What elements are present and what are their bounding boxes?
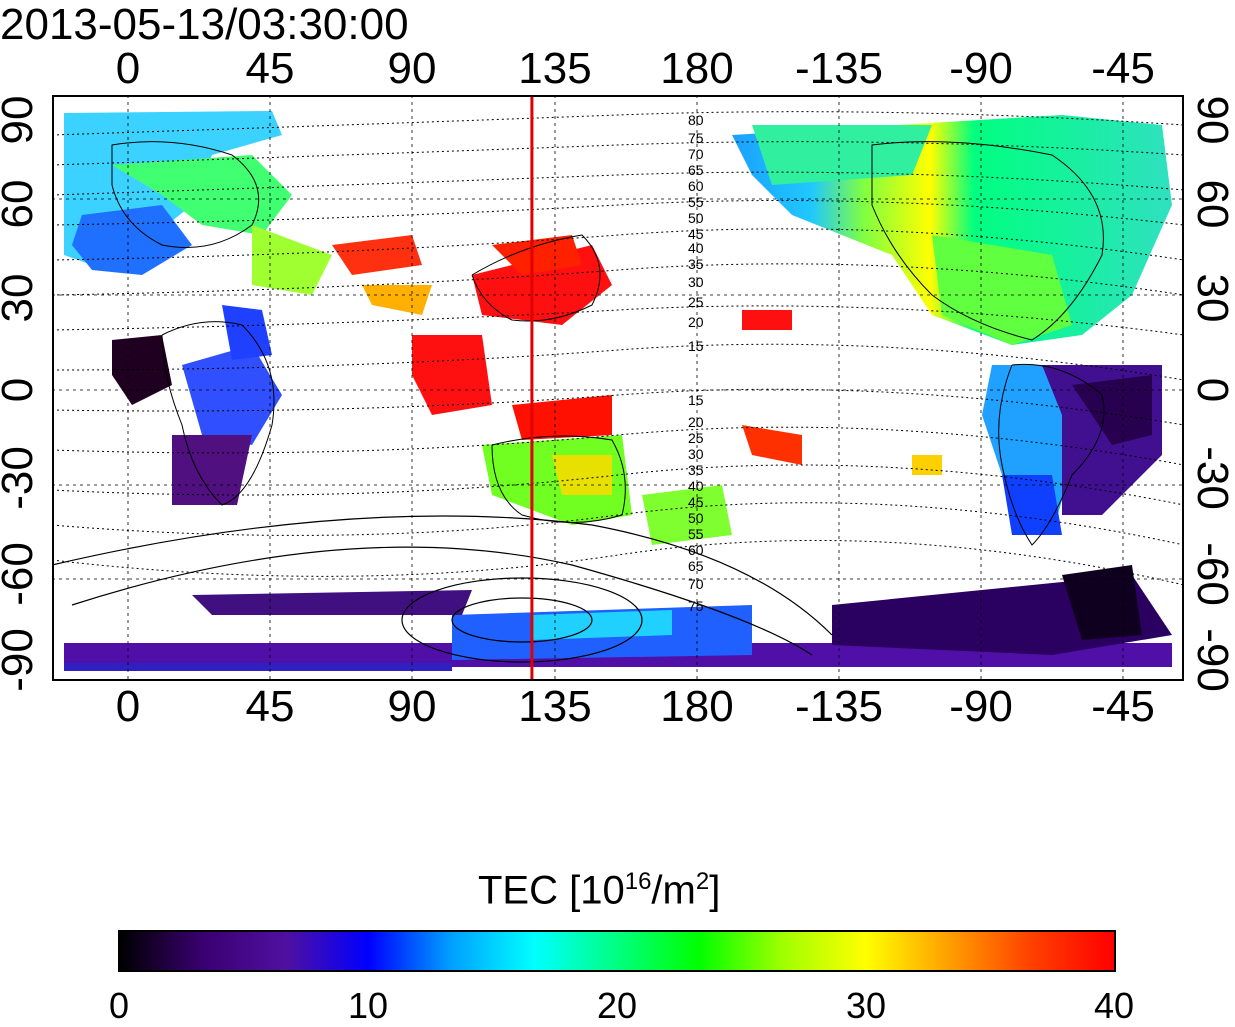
- lat-tick-label: 0: [1188, 377, 1235, 403]
- lon-tick-label: 0: [115, 682, 141, 731]
- lon-tick-label: 180: [660, 682, 734, 731]
- contour-label: 65: [688, 558, 704, 574]
- lat-tick-label: 30: [0, 273, 42, 323]
- contour-label: 70: [688, 146, 704, 162]
- tec-map: [52, 95, 1184, 681]
- lon-tick-label: 135: [518, 44, 592, 93]
- contour-label: 75: [688, 130, 704, 146]
- lat-tick-label: 90: [0, 95, 42, 145]
- contour-label: 75: [688, 598, 704, 614]
- contour-label: 55: [688, 194, 704, 210]
- colorbar-tick-label: 40: [1093, 985, 1135, 1026]
- lon-tick-label: 0: [115, 44, 141, 93]
- lon-tick-label: 180: [660, 44, 734, 93]
- lat-tick-label: -30: [1188, 446, 1235, 510]
- contour-label: 50: [688, 510, 704, 526]
- contour-label: 25: [688, 294, 704, 310]
- lat-tick-label: -60: [0, 542, 42, 606]
- lon-tick-label: 45: [245, 682, 295, 731]
- lon-tick-label: 90: [387, 44, 437, 93]
- magnetic-contours: [52, 111, 1184, 586]
- contour-label: 60: [688, 178, 704, 194]
- contour-label: 15: [688, 338, 704, 354]
- contour-label: 65: [688, 162, 704, 178]
- contour-label: 20: [688, 414, 704, 430]
- colorbar-tick-label: 0: [108, 985, 130, 1026]
- lon-tick-label: -45: [1091, 682, 1155, 731]
- lat-tick-label: 60: [1188, 179, 1235, 229]
- colorbar-tick-label: 30: [845, 985, 887, 1026]
- contour-label: 35: [688, 256, 704, 272]
- colorbar-tick-label: 20: [596, 985, 638, 1026]
- lat-tick-label: -90: [1188, 628, 1235, 692]
- contour-label: 30: [688, 274, 704, 290]
- lon-tick-label: -90: [949, 682, 1013, 731]
- lat-tick-label: -30: [0, 446, 42, 510]
- contour-label: 80: [688, 112, 704, 128]
- map-frame: [52, 95, 1184, 681]
- colorbar-title-exponent: 16: [624, 868, 652, 895]
- lon-tick-label: 90: [387, 682, 437, 731]
- colorbar: [118, 930, 1116, 972]
- colorbar-title-unit-exponent: 2: [695, 868, 710, 895]
- contour-label: 15: [688, 392, 704, 408]
- lon-tick-label: -135: [794, 44, 884, 93]
- lon-tick-label: -45: [1091, 44, 1155, 93]
- contour-label: 50: [688, 210, 704, 226]
- lon-tick-label: -90: [949, 44, 1013, 93]
- lat-tick-label: 0: [0, 378, 43, 402]
- lon-tick-label: 45: [245, 44, 295, 93]
- colorbar-title-unit: /m: [651, 868, 696, 913]
- colorbar-title: TEC [1016/m2]: [478, 868, 720, 913]
- colorbar-title-close: ]: [709, 868, 721, 913]
- contour-label: 40: [688, 478, 704, 494]
- colorbar-title-main: TEC [10: [478, 868, 625, 913]
- lat-tick-label: -60: [1188, 542, 1235, 606]
- map-title: 2013-05-13/03:30:00: [0, 0, 409, 49]
- lon-tick-label: 135: [518, 682, 592, 731]
- contour-label: 55: [688, 526, 704, 542]
- coastlines: [111, 141, 1105, 546]
- contour-label: 45: [688, 494, 704, 510]
- contour-label: 25: [688, 430, 704, 446]
- lat-tick-label: 90: [1188, 95, 1235, 145]
- contour-label: 70: [688, 576, 704, 592]
- colorbar-tick-label: 10: [347, 985, 389, 1026]
- contour-label: 60: [688, 542, 704, 558]
- lat-tick-label: -90: [0, 628, 42, 692]
- lat-tick-label: 30: [1188, 273, 1235, 323]
- contour-label: 40: [688, 240, 704, 256]
- contour-label: 35: [688, 462, 704, 478]
- contour-label: 20: [688, 314, 704, 330]
- lat-tick-label: 60: [0, 179, 42, 229]
- contour-label: 30: [688, 446, 704, 462]
- tec-data-layer: [64, 111, 1172, 671]
- lon-tick-label: -135: [794, 682, 884, 731]
- contour-label: 45: [688, 226, 704, 242]
